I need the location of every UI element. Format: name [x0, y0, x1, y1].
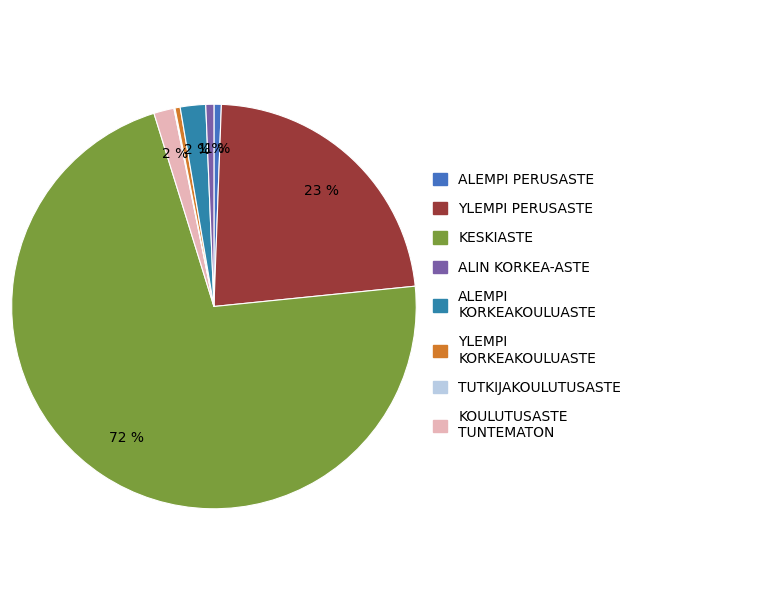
Wedge shape — [180, 104, 214, 306]
Wedge shape — [12, 113, 416, 509]
Text: 2 %: 2 % — [184, 143, 211, 156]
Wedge shape — [214, 104, 222, 306]
Text: 1 %: 1 % — [198, 142, 224, 156]
Wedge shape — [175, 107, 214, 306]
Text: 23 %: 23 % — [304, 185, 339, 199]
Text: 1 %: 1 % — [204, 142, 230, 156]
Wedge shape — [214, 104, 415, 306]
Wedge shape — [205, 104, 214, 306]
Wedge shape — [173, 108, 214, 306]
Wedge shape — [154, 109, 214, 306]
Text: 2 %: 2 % — [162, 147, 188, 161]
Text: 72 %: 72 % — [110, 431, 145, 445]
Legend: ALEMPI PERUSASTE, YLEMPI PERUSASTE, KESKIASTE, ALIN KORKEA-ASTE, ALEMPI
KORKEAKO: ALEMPI PERUSASTE, YLEMPI PERUSASTE, KESK… — [433, 173, 621, 440]
